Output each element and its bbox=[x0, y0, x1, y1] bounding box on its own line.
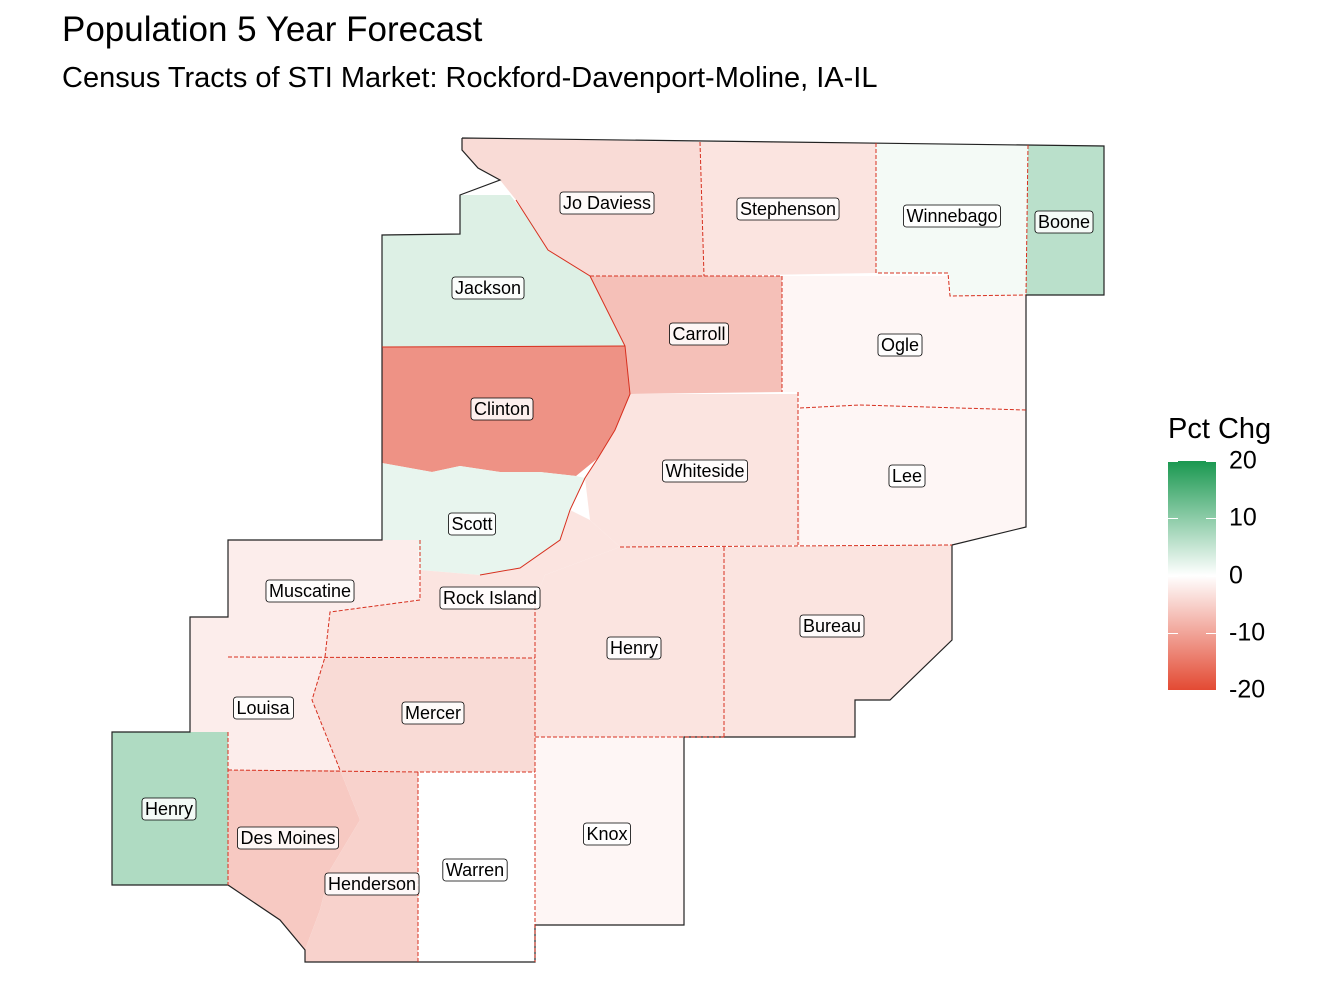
county-label-ogle: Ogle bbox=[877, 333, 923, 357]
county-label-bureau: Bureau bbox=[799, 614, 865, 638]
legend-tick-mark bbox=[1206, 690, 1216, 691]
county-label-stephenson: Stephenson bbox=[736, 197, 840, 221]
county-line bbox=[799, 404, 1027, 411]
county-label-text: Knox bbox=[586, 824, 627, 844]
county-label-text: Louisa bbox=[236, 698, 290, 718]
county-label-warren: Warren bbox=[442, 858, 508, 882]
county-des-moines[interactable] bbox=[228, 770, 360, 950]
county-label-text: Henderson bbox=[328, 874, 416, 894]
county-label-text: Jo Daviess bbox=[563, 193, 651, 213]
county-label-clinton: Clinton bbox=[470, 397, 534, 421]
legend-tick-label: -10 bbox=[1229, 618, 1266, 647]
county-label-text: Des Moines bbox=[240, 828, 335, 848]
legend-tick-label: 20 bbox=[1229, 446, 1257, 475]
legend-tick-label: 0 bbox=[1229, 561, 1243, 589]
county-line bbox=[227, 656, 536, 659]
county-label-text: Henry bbox=[145, 799, 193, 819]
county-label-lee: Lee bbox=[888, 464, 926, 488]
county-label-henry-il: Henry bbox=[606, 636, 662, 660]
county-label-text: Clinton bbox=[474, 399, 530, 419]
map-subtitle: Census Tracts of STI Market: Rockford-Da… bbox=[62, 62, 878, 94]
map-title: Population 5 Year Forecast bbox=[62, 10, 483, 49]
legend-tick-mark bbox=[1168, 690, 1178, 691]
county-line bbox=[227, 769, 535, 773]
county-label-text: Winnebago bbox=[906, 206, 997, 226]
legend-tick-mark bbox=[1168, 461, 1178, 462]
county-label-text: Warren bbox=[446, 860, 504, 880]
county-line bbox=[619, 544, 953, 548]
legend-tick-mark bbox=[1206, 632, 1216, 634]
county-label-text: Boone bbox=[1038, 212, 1090, 232]
county-label-des-moines: Des Moines bbox=[237, 826, 339, 850]
county-line bbox=[1025, 144, 1029, 296]
county-label-boone: Boone bbox=[1034, 210, 1094, 234]
legend-tick-mark bbox=[1168, 632, 1178, 634]
river-line bbox=[479, 199, 631, 576]
county-line bbox=[699, 141, 705, 277]
county-label-text: Jackson bbox=[455, 278, 521, 298]
market-outline bbox=[111, 137, 1105, 963]
county-label-scott: Scott bbox=[448, 512, 496, 536]
county-label-rock-island: Rock Island bbox=[439, 586, 541, 610]
legend-tick-label: -20 bbox=[1229, 675, 1266, 704]
county-label-louisa: Louisa bbox=[233, 696, 294, 720]
county-label-henderson: Henderson bbox=[324, 872, 420, 896]
county-label-text: Muscatine bbox=[269, 581, 351, 601]
legend-title: Pct Chg bbox=[1168, 413, 1272, 445]
county-label-knox: Knox bbox=[583, 822, 631, 846]
county-label-carroll: Carroll bbox=[669, 322, 729, 346]
county-line bbox=[590, 275, 783, 392]
county-label-winnebago: Winnebago bbox=[903, 204, 1001, 228]
legend-tick-mark bbox=[1206, 518, 1216, 520]
county-line bbox=[875, 143, 1027, 297]
county-label-text: Whiteside bbox=[665, 461, 744, 481]
county-label-whiteside: Whiteside bbox=[662, 459, 748, 483]
county-jackson[interactable] bbox=[382, 195, 625, 347]
county-label-text: Scott bbox=[451, 514, 492, 534]
county-label-text: Rock Island bbox=[443, 588, 537, 608]
county-louisa[interactable] bbox=[190, 617, 340, 770]
county-bureau[interactable] bbox=[724, 545, 952, 737]
legend-tick-mark bbox=[1206, 575, 1216, 577]
legend-tick-mark bbox=[1168, 575, 1178, 577]
county-label-text: Lee bbox=[892, 466, 922, 486]
county-label-muscatine: Muscatine bbox=[265, 579, 355, 603]
county-label-text: Henry bbox=[610, 638, 658, 658]
county-label-text: Mercer bbox=[405, 703, 461, 723]
county-henderson[interactable] bbox=[305, 770, 418, 962]
county-label-text: Ogle bbox=[881, 335, 919, 355]
county-label-text: Stephenson bbox=[740, 199, 836, 219]
county-label-henry-ia: Henry bbox=[141, 797, 197, 821]
legend-tick-mark bbox=[1206, 461, 1216, 462]
county-label-jackson: Jackson bbox=[451, 276, 525, 300]
legend-tick-mark bbox=[1168, 518, 1178, 520]
county-label-text: Carroll bbox=[672, 324, 725, 344]
legend-tick-label: 10 bbox=[1229, 503, 1257, 532]
river-line bbox=[381, 345, 626, 348]
county-label-text: Bureau bbox=[803, 616, 861, 636]
county-label-jo-daviess: Jo Daviess bbox=[559, 191, 655, 215]
county-rock-island[interactable] bbox=[325, 510, 620, 658]
county-line bbox=[311, 540, 421, 771]
county-label-mercer: Mercer bbox=[401, 701, 465, 725]
